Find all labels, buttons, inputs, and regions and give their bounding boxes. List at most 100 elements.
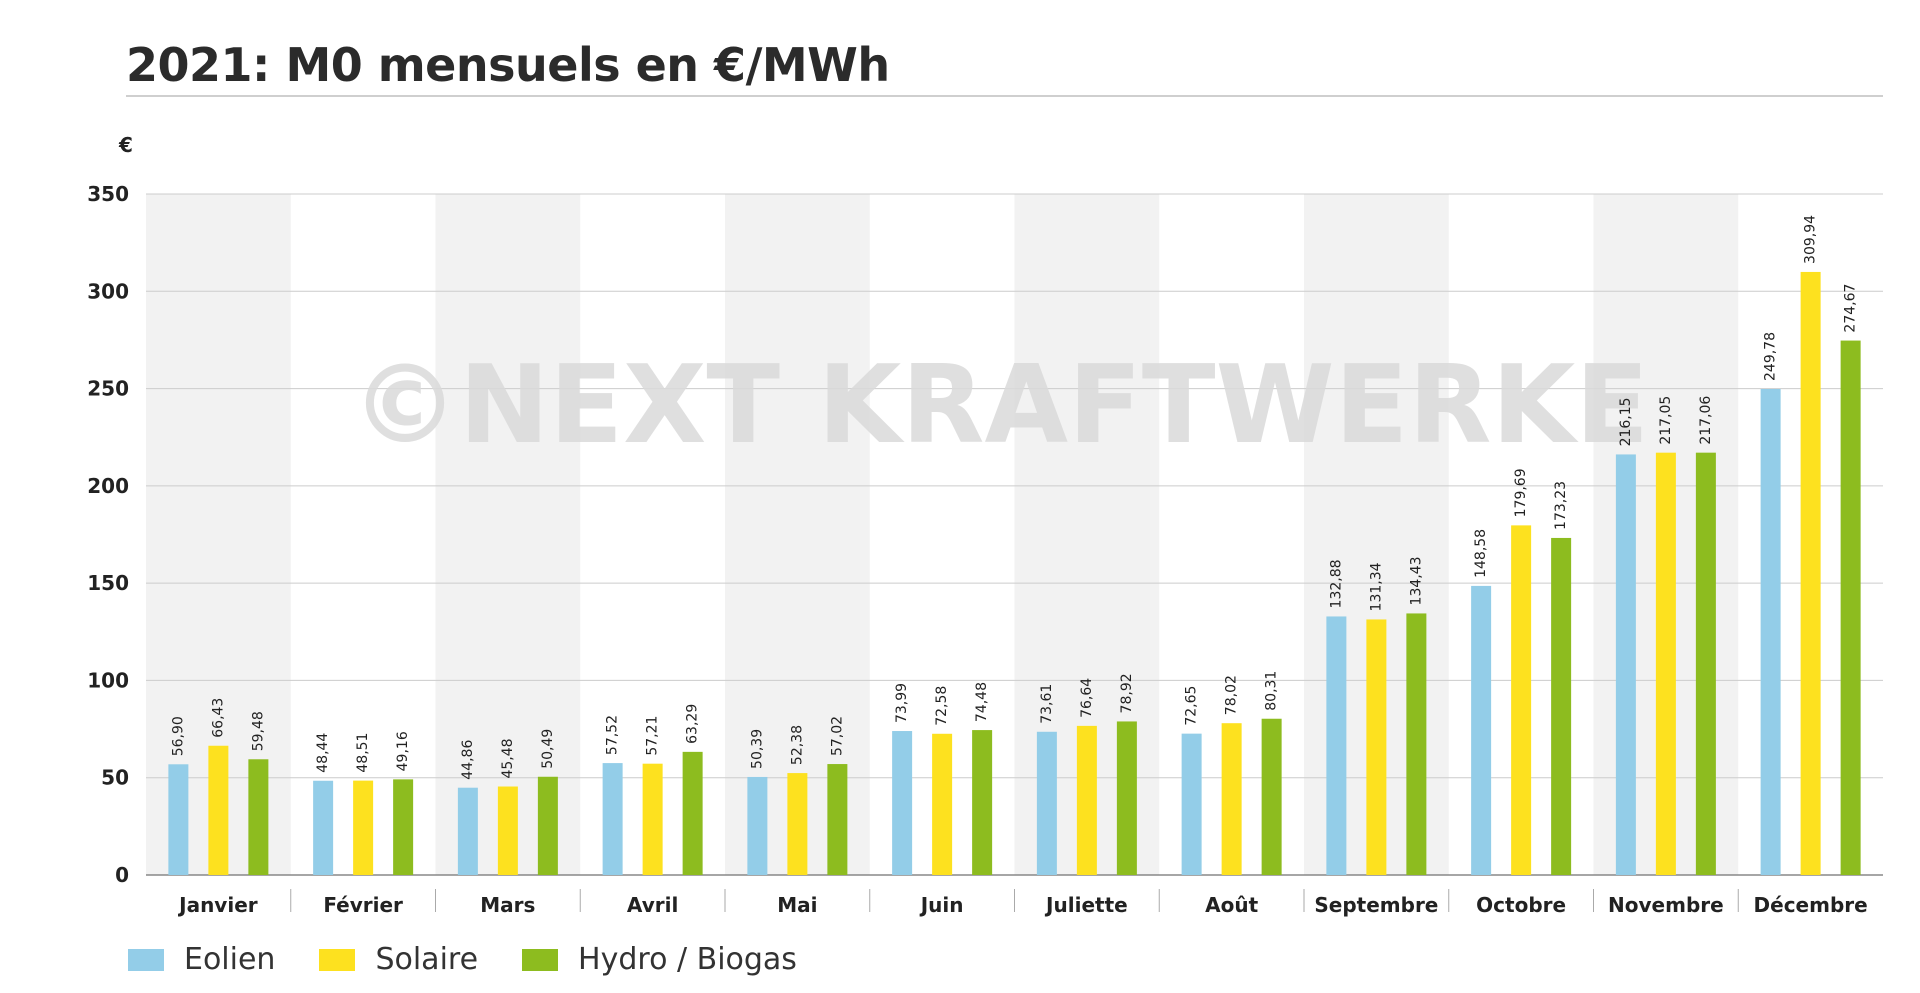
title-divider <box>126 95 1883 97</box>
y-tick-label: 250 <box>87 377 129 401</box>
x-tick-label: Mai <box>777 893 817 917</box>
bar <box>1655 452 1676 875</box>
bar <box>208 745 229 875</box>
data-label: 57,52 <box>605 715 621 755</box>
data-label: 78,92 <box>1119 673 1135 713</box>
chart-title: 2021: M0 mensuels en €/MWh <box>126 38 890 92</box>
data-label: 48,51 <box>355 733 371 773</box>
data-label: 57,02 <box>829 716 845 756</box>
data-label: 80,31 <box>1264 671 1280 711</box>
bar <box>642 763 663 875</box>
bar <box>248 759 269 875</box>
bar <box>1471 585 1492 875</box>
bar <box>932 733 953 875</box>
legend-swatch-solaire <box>319 948 356 971</box>
bar <box>497 786 518 875</box>
data-label: 134,43 <box>1408 556 1424 605</box>
legend-swatch-eolien <box>128 948 164 971</box>
bar <box>1511 525 1532 875</box>
y-axis-unit: € <box>118 133 133 157</box>
data-label: 48,44 <box>315 733 331 773</box>
bar <box>1840 340 1861 875</box>
data-label: 50,39 <box>749 729 765 769</box>
bar <box>787 773 808 875</box>
bar <box>353 780 374 875</box>
data-label: 148,58 <box>1473 529 1489 578</box>
data-label: 132,88 <box>1328 559 1344 608</box>
bar <box>1800 271 1821 875</box>
data-label: 274,67 <box>1843 284 1859 333</box>
bar <box>1181 733 1202 875</box>
bar <box>1036 731 1057 875</box>
data-label: 52,38 <box>789 725 805 765</box>
column-band <box>435 194 581 875</box>
y-tick-label: 200 <box>87 474 129 498</box>
bar <box>602 763 623 875</box>
bar <box>1615 454 1636 875</box>
legend-swatch-hydro <box>522 948 559 971</box>
x-axis: Janvier Février Mars Avril Mai Juin Juliette Ao… <box>177 889 1868 917</box>
bar <box>1551 537 1572 875</box>
gridlines <box>146 193 1883 876</box>
bar <box>827 764 848 875</box>
x-tick-label: Juin <box>919 893 964 917</box>
y-tick-label: 350 <box>87 182 129 206</box>
x-tick-label: Janvier <box>177 893 258 917</box>
data-label: 72,65 <box>1184 686 1200 726</box>
bar <box>1076 725 1097 875</box>
bar <box>1326 616 1347 875</box>
legend-item-solaire: Solaire <box>319 942 478 977</box>
bar <box>972 730 993 875</box>
x-tick-label: Décembre <box>1754 893 1868 917</box>
bar <box>892 731 913 875</box>
bar <box>537 776 558 875</box>
bar <box>393 779 414 875</box>
data-label: 216,15 <box>1618 397 1634 446</box>
x-tick-label: Avril <box>627 893 678 917</box>
data-label: 179,69 <box>1513 468 1529 517</box>
y-tick-label: 150 <box>87 571 129 595</box>
bar <box>1261 718 1282 875</box>
data-label: 49,16 <box>395 731 411 771</box>
x-tick-label: Février <box>323 893 403 917</box>
bar-chart: ©NEXT KRAFTWERKE € 0 50 100 150 200 250 300 350… <box>87 133 1883 917</box>
legend: Eolien Solaire Hydro / Biogas <box>128 942 841 977</box>
watermark-text: ©NEXT KRAFTWERKE <box>351 343 1649 468</box>
y-tick-label: 0 <box>115 863 129 887</box>
y-tick-label: 100 <box>87 668 129 692</box>
data-label: 56,90 <box>170 716 186 756</box>
bar <box>1406 613 1427 875</box>
x-tick-label: Octobre <box>1476 893 1566 917</box>
bar <box>1116 721 1137 875</box>
data-label: 50,49 <box>540 729 556 769</box>
x-tick-label: Novembre <box>1608 893 1724 917</box>
data-label: 57,21 <box>645 716 661 756</box>
legend-item-hydro: Hydro / Biogas <box>522 942 797 977</box>
bar <box>747 776 768 875</box>
y-tick-label: 300 <box>87 279 129 303</box>
legend-item-eolien: Eolien <box>128 942 275 977</box>
bar <box>1760 388 1781 875</box>
data-label: 131,34 <box>1368 562 1384 611</box>
data-label: 217,05 <box>1658 396 1674 445</box>
bar <box>313 780 334 875</box>
data-label: 173,23 <box>1553 481 1569 530</box>
bar <box>1221 723 1242 875</box>
legend-label-hydro: Hydro / Biogas <box>578 942 797 977</box>
legend-label-eolien: Eolien <box>184 942 276 977</box>
bar-series: 56,90 48,44 44,86 57,52 50,39 73,99 73,61 72,65… <box>168 215 1861 875</box>
legend-label-solaire: Solaire <box>375 942 479 977</box>
data-label: 74,48 <box>974 682 990 722</box>
x-tick-label: Septembre <box>1314 893 1438 917</box>
data-label: 59,48 <box>250 711 266 751</box>
data-label: 63,29 <box>685 704 701 744</box>
bar <box>1366 619 1387 875</box>
x-tick-label: Mars <box>480 893 535 917</box>
bar <box>1695 452 1716 875</box>
data-label: 73,61 <box>1039 684 1055 724</box>
bar <box>457 787 478 875</box>
x-tick-label: Août <box>1205 893 1258 917</box>
y-axis-ticks: 0 50 100 150 200 250 300 350 <box>87 182 129 887</box>
data-label: 45,48 <box>500 738 516 778</box>
data-label: 44,86 <box>460 740 476 780</box>
